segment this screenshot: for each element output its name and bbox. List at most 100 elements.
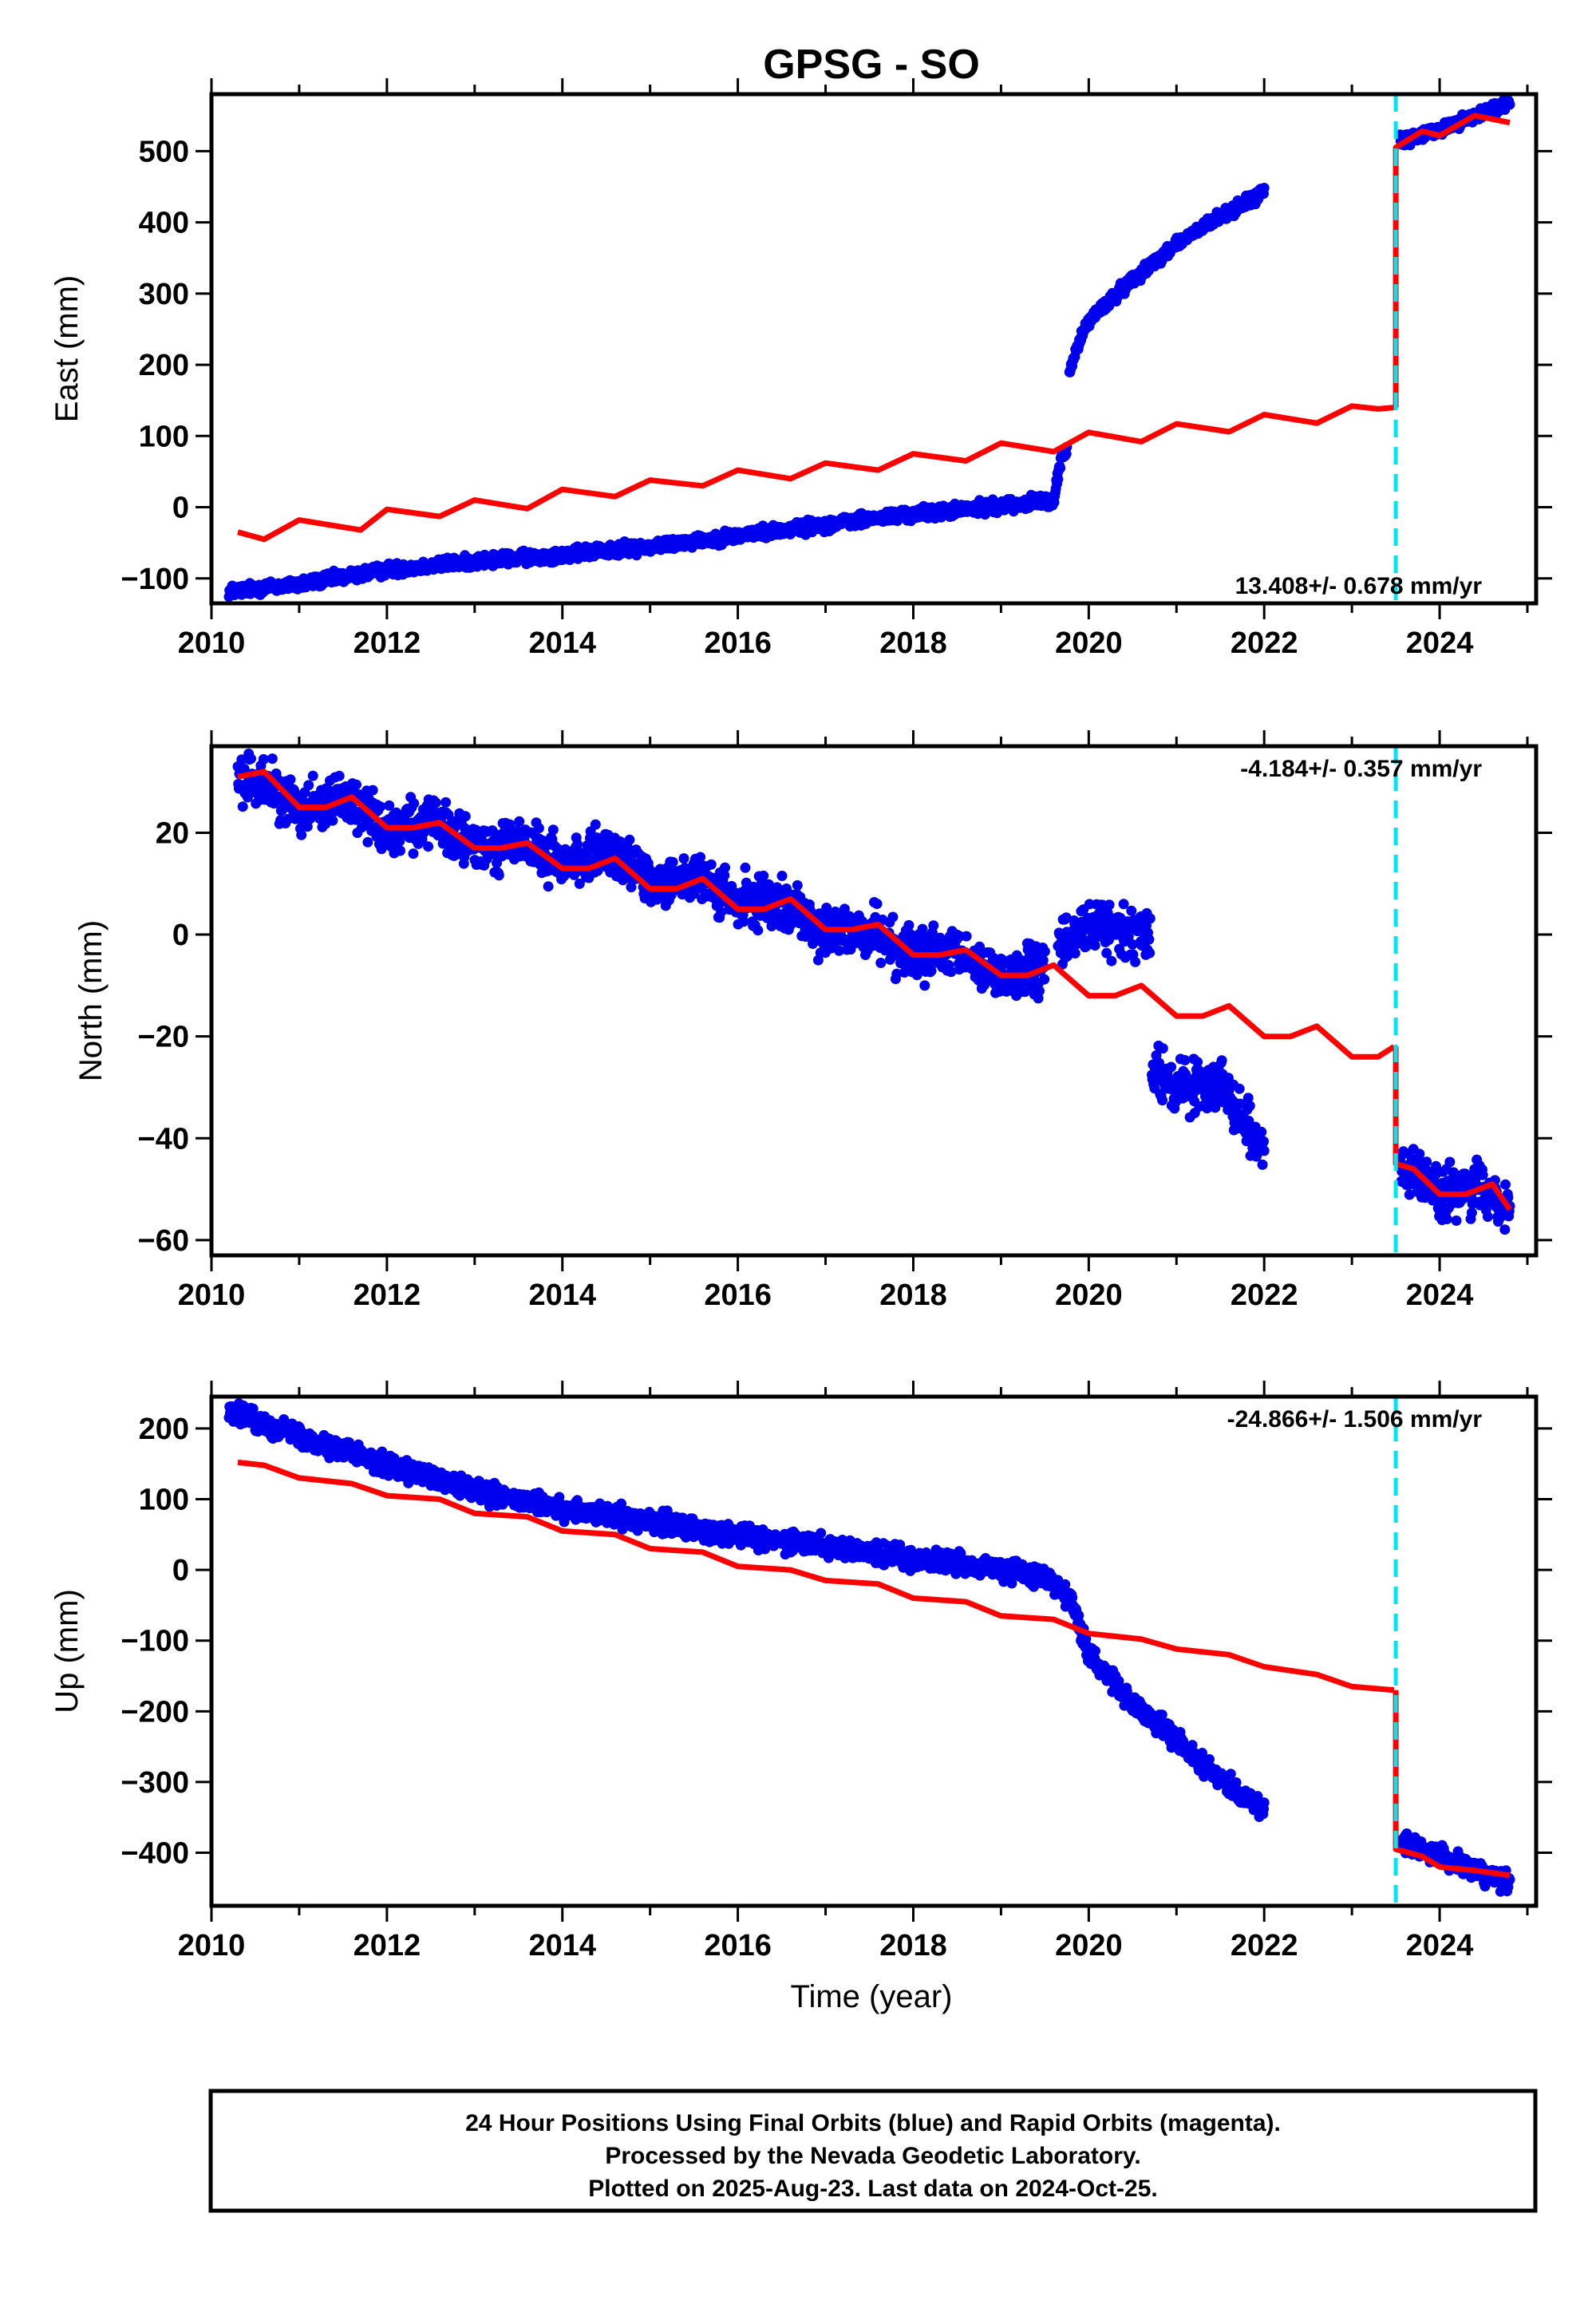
north-data-point — [408, 848, 419, 860]
north-data-point — [792, 879, 803, 891]
north-data-point — [440, 796, 452, 808]
north-data-point — [1257, 1159, 1268, 1170]
north-data-point — [1179, 1055, 1191, 1065]
north-x-tick-label: 2014 — [528, 1279, 596, 1312]
north-x-tick-label: 2016 — [704, 1279, 772, 1312]
east-y-tick-label: 400 — [139, 207, 189, 240]
north-data-point — [1144, 947, 1156, 958]
north-data-point — [1089, 940, 1100, 951]
north-data-point — [928, 920, 939, 931]
north-data-point — [307, 770, 318, 781]
north-data-point — [267, 753, 278, 765]
north-data-point — [1106, 955, 1117, 966]
north-data-point — [375, 801, 386, 812]
north-y-axis-label: North (mm) — [73, 920, 109, 1081]
north-data-point — [667, 856, 678, 868]
north-y-tick-label: −20 — [138, 1021, 189, 1054]
up-data-point — [247, 1403, 259, 1414]
north-x-tick-label: 2020 — [1055, 1279, 1123, 1312]
north-data-point — [919, 980, 930, 991]
east-y-tick-label: 0 — [172, 492, 189, 525]
north-data-point — [624, 834, 635, 845]
north-data-point — [327, 815, 338, 826]
north-data-point — [720, 862, 730, 873]
east-rate-label: 13.408+/- 0.678 mm/yr — [1235, 573, 1483, 599]
north-data-point — [367, 785, 378, 796]
north-data-point — [1444, 1156, 1456, 1168]
north-data-point — [543, 881, 554, 892]
north-data-point — [1039, 974, 1050, 985]
north-data-point — [237, 801, 248, 812]
north-data-point — [1126, 905, 1137, 916]
east-plot-background — [211, 94, 1536, 603]
north-data-point — [514, 816, 525, 827]
north-data-point — [695, 852, 706, 863]
up-plot-area — [209, 1394, 1539, 1908]
north-rate-label: -4.184+/- 0.357 mm/yr — [1240, 756, 1482, 782]
north-data-point — [875, 958, 887, 968]
north-data-point — [351, 779, 361, 790]
north-data-point — [1069, 948, 1080, 958]
east-data-point — [1504, 99, 1515, 110]
north-data-point — [547, 824, 559, 836]
north-x-tick-label: 2018 — [879, 1279, 947, 1312]
north-data-point — [395, 845, 405, 856]
north-data-point — [1441, 1214, 1452, 1224]
north-data-point — [705, 859, 717, 870]
north-x-tick-label: 2024 — [1406, 1279, 1474, 1312]
north-data-point — [758, 870, 769, 881]
east-x-tick-label: 2010 — [178, 626, 246, 660]
east-y-tick-label: 200 — [139, 349, 189, 382]
north-data-point — [423, 841, 434, 852]
north-data-point — [334, 770, 345, 781]
north-data-point — [1482, 1211, 1493, 1222]
north-data-point — [1157, 1043, 1168, 1054]
north-data-point — [409, 798, 420, 809]
north-plot-area — [209, 744, 1539, 1258]
north-data-point — [1130, 956, 1141, 967]
north-data-point — [740, 862, 751, 873]
north-data-point — [460, 811, 471, 822]
east-data-point — [1053, 474, 1064, 484]
north-data-point — [1258, 1136, 1269, 1147]
east-x-tick-label: 2014 — [528, 626, 596, 660]
north-data-point — [533, 823, 544, 834]
north-data-point — [753, 925, 764, 936]
north-data-point — [362, 836, 373, 848]
north-x-tick-label: 2022 — [1231, 1279, 1298, 1312]
north-data-point — [871, 899, 883, 909]
north-x-tick-label: 2012 — [354, 1279, 421, 1312]
east-data-point — [1258, 183, 1270, 193]
east-y-axis-label: East (mm) — [49, 275, 85, 422]
north-data-point — [430, 797, 441, 808]
east-y-tick-label: 300 — [139, 278, 189, 311]
north-data-point — [1256, 1126, 1267, 1137]
east-plot-area — [209, 92, 1539, 606]
north-data-point — [1166, 1061, 1177, 1073]
north-y-tick-label: −60 — [138, 1224, 189, 1258]
north-data-point — [776, 871, 788, 881]
east-x-tick-label: 2020 — [1055, 626, 1123, 660]
north-data-point — [303, 780, 314, 791]
east-x-tick-label: 2018 — [879, 626, 947, 660]
east-x-tick-label: 2012 — [354, 626, 421, 660]
north-data-point — [285, 774, 296, 785]
north-data-point — [1421, 1156, 1432, 1168]
north-data-point — [1244, 1101, 1255, 1112]
east-y-tick-label: 100 — [139, 420, 189, 453]
north-data-point — [961, 931, 972, 942]
north-data-point — [1034, 986, 1045, 997]
east-x-tick-label: 2024 — [1406, 626, 1474, 660]
north-data-point — [296, 829, 307, 840]
east-data-point — [1055, 463, 1066, 473]
north-data-point — [493, 870, 504, 881]
north-data-point — [1216, 1055, 1227, 1066]
north-data-point — [246, 753, 256, 765]
north-data-point — [1144, 913, 1156, 924]
north-data-point — [1039, 946, 1050, 957]
north-data-point — [678, 853, 689, 864]
north-data-point — [1499, 1224, 1511, 1235]
north-y-tick-label: 20 — [156, 816, 189, 850]
